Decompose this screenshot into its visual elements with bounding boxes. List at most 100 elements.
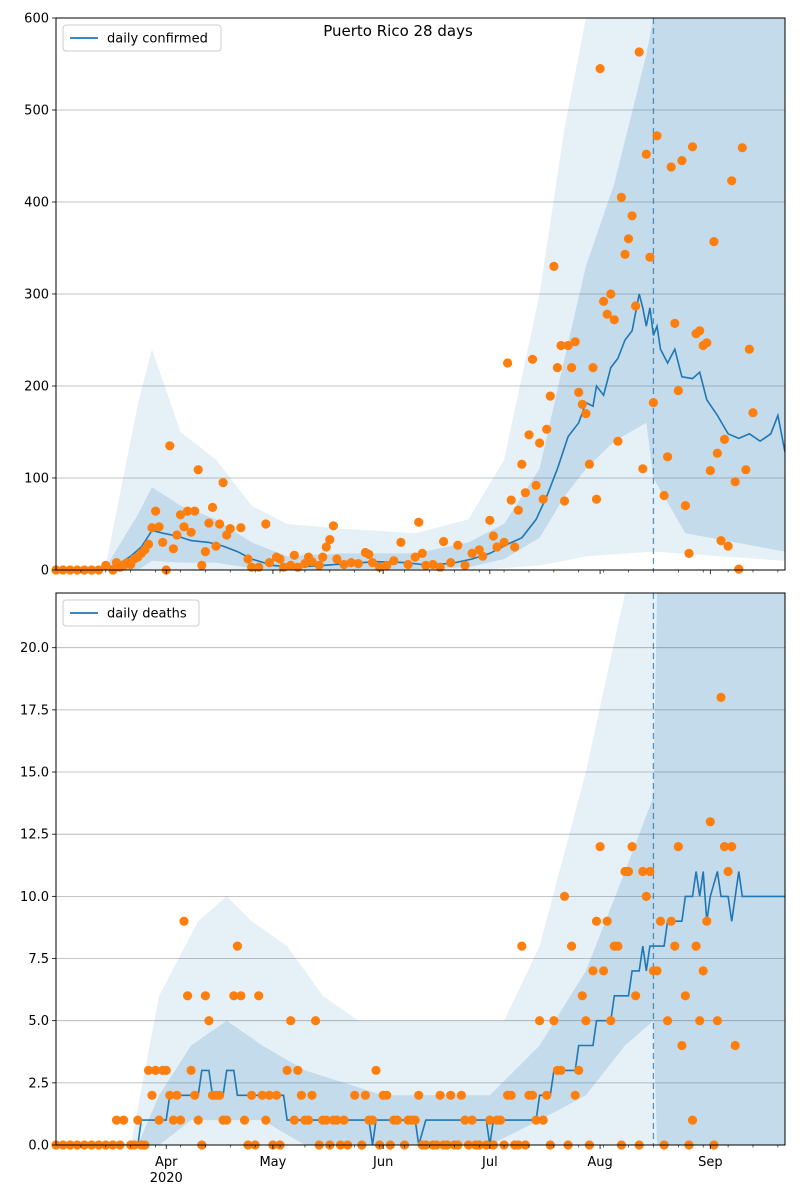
confirmed-data-point: [225, 524, 235, 534]
deaths-data-point: [382, 1090, 392, 1100]
deaths-data-point: [716, 692, 726, 703]
confirmed-data-point: [702, 338, 712, 348]
deaths-data-point: [133, 1115, 143, 1125]
confirmed-data-point: [367, 558, 378, 568]
deaths-data-point: [460, 1115, 470, 1125]
confirmed-legend: daily confirmed: [62, 24, 222, 52]
confirmed-data-point: [741, 465, 751, 475]
deaths-data-point: [371, 1065, 381, 1075]
deaths-data-point: [712, 1016, 723, 1026]
confirmed-data-point: [748, 408, 758, 418]
confirmed-data-point: [709, 237, 719, 247]
deaths-data-point: [577, 991, 587, 1001]
deaths-legend-label: daily deaths: [107, 607, 187, 622]
confirmed-data-point: [414, 517, 424, 527]
deaths-data-point: [517, 941, 527, 951]
deaths-y-tick-label: 2.5: [28, 1076, 49, 1091]
deaths-data-point: [183, 991, 193, 1001]
confirmed-data-point: [666, 162, 676, 172]
deaths-data-point: [257, 1090, 267, 1100]
confirmed-data-point: [190, 506, 200, 516]
confirmed-data-point: [143, 539, 154, 549]
confirmed-data-point: [467, 548, 477, 559]
deaths-data-point: [574, 1065, 584, 1075]
confirmed-data-point: [695, 326, 705, 336]
deaths-data-point: [559, 891, 570, 902]
deaths-inner-band: [56, 593, 785, 1145]
confirmed-data-point: [389, 556, 399, 566]
deaths-data-point: [702, 916, 712, 926]
confirmed-data-point: [620, 249, 630, 259]
deaths-data-point: [542, 1090, 552, 1100]
deaths-data-point: [154, 1115, 164, 1125]
confirmed-data-point: [488, 531, 498, 541]
deaths-data-point: [567, 941, 577, 951]
confirmed-data-point: [396, 537, 406, 548]
confirmed-data-point: [264, 558, 274, 568]
confirmed-data-point: [581, 409, 591, 419]
confirmed-data-point: [687, 142, 698, 152]
deaths-data-point: [179, 916, 189, 926]
deaths-data-point: [588, 966, 598, 976]
confirmed-y-tick-label: 500: [24, 104, 49, 119]
deaths-data-point: [606, 1016, 616, 1026]
deaths-data-point: [673, 842, 683, 852]
deaths-data-point: [691, 941, 701, 951]
deaths-data-point: [367, 1115, 378, 1125]
deaths-data-point: [172, 1090, 182, 1100]
confirmed-data-point: [147, 523, 157, 533]
deaths-data-point: [638, 866, 648, 877]
deaths-data-point: [446, 1090, 456, 1100]
confirmed-data-point: [609, 315, 619, 325]
confirmed-data-point: [478, 551, 488, 561]
deaths-data-point: [538, 1115, 548, 1125]
confirmed-data-point: [616, 192, 627, 202]
confirmed-data-point: [680, 501, 691, 511]
confirmed-data-point: [606, 289, 616, 299]
confirmed-data-point: [517, 459, 527, 469]
confirmed-y-tick-label: 200: [24, 380, 49, 395]
confirmed-data-point: [332, 554, 342, 564]
confirmed-data-point: [328, 521, 338, 531]
confirmed-data-point: [207, 502, 218, 512]
confirmed-y-axis: 0 100 200 300 400 500 600: [24, 12, 56, 579]
confirmed-data-point: [527, 354, 538, 364]
confirmed-data-point: [602, 309, 612, 319]
confirmed-data-point: [485, 515, 495, 525]
deaths-data-point: [435, 1090, 445, 1100]
confirmed-data-point: [730, 477, 740, 487]
deaths-y-tick-label: 7.5: [28, 952, 49, 967]
deaths-data-point: [570, 1090, 580, 1100]
confirmed-data-point: [428, 559, 438, 570]
confirmed-y-tick-label: 0: [41, 564, 49, 579]
confirmed-data-point: [410, 552, 420, 562]
confirmed-data-point: [382, 560, 392, 571]
confirmed-data-point: [403, 559, 413, 570]
deaths-x-tick-label: Apr: [155, 1155, 178, 1170]
confirmed-data-point: [421, 560, 431, 571]
confirmed-data-point: [670, 318, 680, 328]
deaths-data-point: [229, 991, 239, 1001]
deaths-data-point: [602, 916, 612, 926]
deaths-y-tick-label: 17.5: [20, 703, 49, 718]
confirmed-legend-label: daily confirmed: [107, 32, 208, 47]
deaths-y-axis: 0.0 2.5 5.0 7.5 10.0 12.5 15.0 17.5 20.0: [20, 641, 56, 1154]
deaths-data-point: [641, 891, 651, 902]
deaths-data-point: [527, 1090, 538, 1100]
confirmed-data-point: [165, 441, 175, 451]
deaths-y-tick-label: 15.0: [20, 766, 49, 781]
deaths-data-point: [293, 1065, 303, 1075]
confirmed-data-point: [243, 554, 253, 564]
chart-title: Puerto Rico 28 days: [323, 22, 473, 40]
confirmed-data-point: [737, 143, 747, 153]
confirmed-points: [51, 47, 758, 575]
confirmed-data-point: [559, 496, 570, 506]
confirmed-data-point: [172, 530, 182, 540]
confirmed-data-point: [193, 465, 203, 475]
deaths-data-point: [485, 1115, 495, 1125]
confirmed-outer-band: [56, 18, 785, 570]
confirmed-chart-panel: 0 100 200 300 400 500 600 daily confirmed Puer…: [24, 12, 786, 579]
confirmed-data-point: [545, 391, 555, 401]
confirmed-data-point: [204, 518, 214, 528]
